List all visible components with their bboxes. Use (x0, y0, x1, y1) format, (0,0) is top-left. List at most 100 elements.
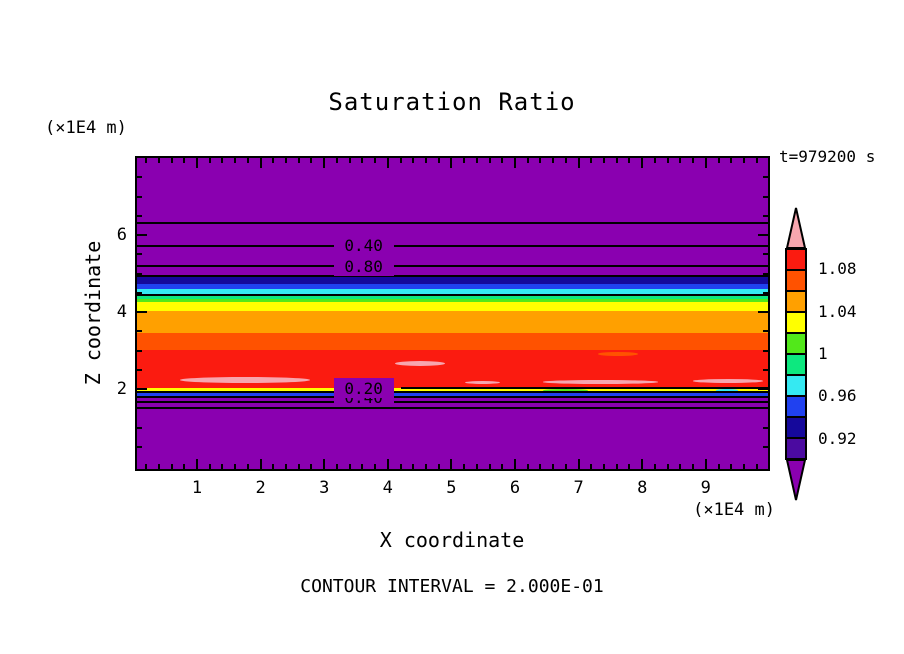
x-minor-tick (539, 464, 542, 469)
colorbar-underflow-down-arrow (785, 460, 807, 501)
lime-fleck (542, 389, 589, 392)
x-minor-tick (221, 158, 224, 163)
y-minor-tick (137, 426, 142, 429)
x-minor-tick (501, 464, 504, 469)
x-minor-tick (679, 464, 682, 469)
x-minor-tick (221, 464, 224, 469)
contour-line-0.20 (137, 406, 768, 409)
x-minor-tick (335, 464, 338, 469)
x-minor-tick (564, 464, 567, 469)
x-minor-tick (615, 158, 618, 163)
colorbar-cell (787, 416, 805, 437)
x-major-tick (514, 459, 516, 469)
x-minor-tick (679, 158, 682, 163)
x-major-tick (577, 158, 580, 168)
x-minor-tick (234, 158, 237, 163)
x-minor-tick (183, 158, 186, 163)
y-minor-tick (137, 176, 142, 179)
x-minor-tick (157, 464, 160, 469)
colorbar-cell (787, 353, 805, 374)
y-minor-tick (137, 349, 142, 352)
y-major-tick (758, 388, 768, 390)
x-major-tick (259, 459, 262, 469)
y-minor-tick (763, 214, 768, 217)
y-minor-tick (763, 272, 768, 275)
x-major-tick (386, 158, 389, 168)
contour-line-0.40 (137, 401, 768, 404)
x-tick-label: 2 (255, 478, 266, 498)
x-minor-tick (399, 464, 402, 469)
contour-line-0.60 (137, 265, 768, 268)
x-minor-tick (463, 464, 466, 469)
x-tick-label: 5 (446, 478, 457, 498)
x-minor-tick (488, 158, 491, 163)
y-minor-tick (137, 368, 142, 371)
x-minor-tick (539, 158, 542, 163)
x-major-tick (196, 459, 198, 469)
contour-line-1.00 (137, 294, 768, 297)
y-minor-tick (763, 195, 768, 198)
y-major-tick (758, 234, 768, 236)
colorbar-tick-label: 0.92 (818, 428, 857, 448)
y-minor-tick (137, 214, 142, 217)
colorbar-cell (787, 374, 805, 395)
x-minor-tick (526, 464, 529, 469)
colorbar-cell (787, 269, 805, 290)
x-minor-tick (755, 158, 758, 163)
x-minor-tick (437, 158, 440, 163)
x-minor-tick (603, 158, 606, 163)
x-major-tick (641, 459, 644, 469)
y-major-tick (137, 311, 147, 313)
y-minor-tick (763, 445, 768, 448)
figure-title: Saturation Ratio (328, 88, 576, 116)
saturation-band-orange (137, 310, 768, 334)
x-minor-tick (348, 158, 351, 163)
y-minor-tick (763, 407, 768, 410)
x-tick-label: 7 (573, 478, 584, 498)
saturation-band-blue-lower (137, 392, 768, 398)
colorbar-cell (787, 332, 805, 353)
x-minor-tick (399, 158, 402, 163)
contour-line-label: 0.80 (333, 257, 394, 276)
colorbar-cell (787, 311, 805, 332)
x-minor-tick (310, 158, 313, 163)
cyan-fleck (715, 389, 739, 392)
orange-red-streak (349, 340, 559, 346)
x-minor-tick (590, 158, 593, 163)
x-minor-tick (526, 158, 529, 163)
x-minor-tick (335, 158, 338, 163)
y-minor-tick (763, 291, 768, 294)
x-minor-tick (437, 464, 440, 469)
x-minor-tick (208, 464, 211, 469)
over-saturation-streak (394, 360, 446, 366)
x-minor-tick (552, 158, 555, 163)
contour-line-0.80 (137, 274, 768, 277)
saturation-band-yellow (137, 301, 768, 311)
x-minor-tick (692, 464, 695, 469)
y-minor-tick (137, 407, 142, 410)
saturation-band-purple-top (137, 158, 768, 277)
x-minor-tick (475, 464, 478, 469)
x-minor-tick (361, 464, 364, 469)
y-minor-tick (763, 368, 768, 371)
x-minor-tick (730, 464, 733, 469)
y-minor-tick (763, 349, 768, 352)
y-minor-tick (763, 330, 768, 333)
x-minor-tick (424, 464, 427, 469)
saturation-band-lime (137, 298, 768, 302)
x-tick-label: 3 (319, 478, 330, 498)
x-minor-tick (603, 464, 606, 469)
x-major-tick (450, 459, 453, 469)
x-minor-tick (412, 158, 415, 163)
x-minor-tick (145, 158, 148, 163)
x-major-tick (196, 158, 198, 168)
contour-line-label: 0.40 (333, 237, 394, 256)
x-minor-tick (742, 158, 745, 163)
y-tick-label: 6 (116, 225, 127, 245)
y-axis-units: (×1E4 m) (45, 118, 127, 138)
time-annotation: t=979200 s (779, 147, 876, 166)
x-minor-tick (615, 464, 618, 469)
x-minor-tick (285, 464, 288, 469)
x-minor-tick (374, 464, 377, 469)
x-minor-tick (552, 464, 555, 469)
